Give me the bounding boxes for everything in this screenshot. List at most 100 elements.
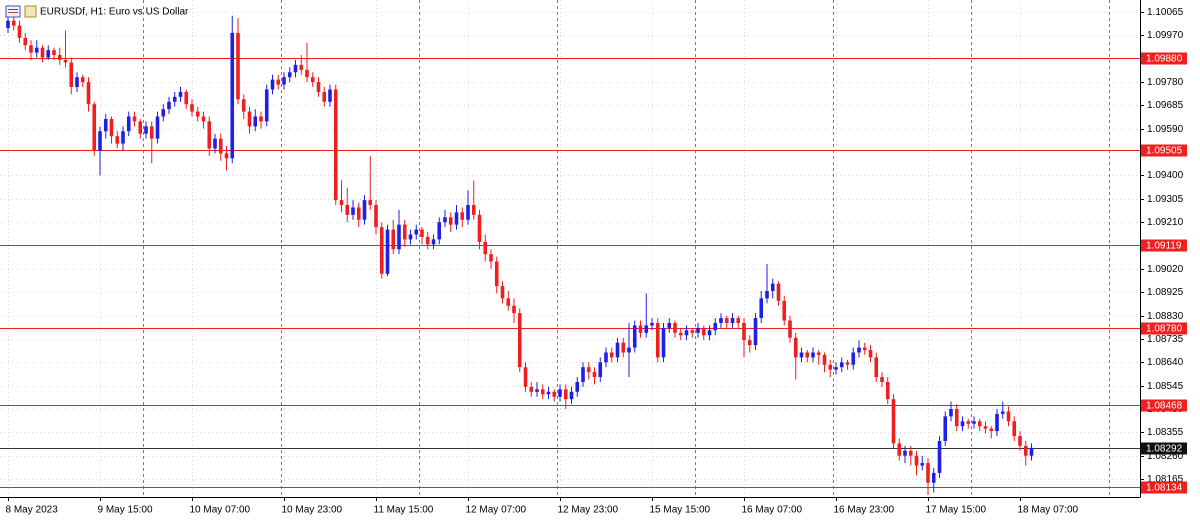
candle-body: [356, 207, 361, 220]
candle-body: [322, 91, 327, 102]
candle-body: [201, 116, 206, 122]
candle-body: [742, 322, 746, 341]
candle-body: [46, 50, 51, 58]
candle-body: [264, 89, 269, 122]
candle-body: [724, 318, 729, 323]
candle-body: [540, 389, 545, 395]
candle-body: [868, 350, 873, 358]
x-tick-label: 10 May 07:00: [190, 505, 251, 516]
candle-body: [931, 472, 936, 483]
candle-body: [34, 47, 39, 53]
y-tick-label: 1.08735: [1147, 334, 1184, 345]
candle-body: [954, 409, 959, 427]
candle-body: [305, 69, 309, 78]
candle-body: [563, 389, 568, 400]
level-label-box: [1141, 399, 1187, 412]
candle-body: [443, 217, 447, 223]
candle-body: [138, 121, 143, 134]
candle-body: [811, 352, 815, 358]
candle-body: [368, 200, 373, 205]
x-tick-label: 8 May 2023: [6, 505, 59, 516]
candle-body: [598, 362, 603, 378]
candle-body: [552, 391, 557, 397]
candle-body: [609, 352, 614, 358]
candle-body: [6, 20, 10, 29]
candle-body: [862, 347, 867, 351]
candle-body: [218, 138, 223, 154]
candle-body: [569, 391, 574, 400]
candle-body: [328, 89, 332, 102]
level-label: 1.09119: [1146, 241, 1182, 252]
candle-body: [575, 381, 580, 392]
candle-body: [834, 367, 838, 370]
candle-body: [80, 77, 85, 83]
candle-body: [920, 463, 925, 466]
candle-body: [661, 327, 666, 358]
y-tick-label: 1.08925: [1147, 287, 1184, 298]
candle-body: [880, 377, 884, 382]
candle-body: [247, 111, 252, 127]
candle-body: [270, 79, 275, 90]
x-tick-label: 10 May 23:00: [282, 505, 343, 516]
current-price-box: [1141, 442, 1187, 455]
candle-body: [621, 342, 626, 353]
candle-body: [190, 104, 194, 112]
candle-body: [546, 391, 551, 395]
x-tick-label: 16 May 07:00: [742, 505, 803, 516]
candle-body: [75, 77, 79, 88]
level-label: 1.09505: [1146, 146, 1183, 157]
candle-body: [494, 261, 499, 287]
candle-body: [1000, 411, 1005, 414]
candle-body: [822, 354, 827, 365]
candle-body: [632, 325, 637, 348]
candle-body: [414, 229, 419, 235]
candle-body: [845, 362, 850, 365]
y-tick-label: 1.09970: [1147, 30, 1184, 41]
candle-body: [1018, 436, 1022, 446]
candle-body: [333, 89, 338, 201]
candle-body: [11, 20, 16, 26]
candle-body: [132, 116, 137, 122]
candle-body: [109, 118, 114, 137]
candle-body: [972, 421, 976, 424]
y-tick-label: 1.08165: [1147, 474, 1184, 485]
symbol-icon[interactable]: [5, 5, 37, 18]
candle-body: [184, 91, 189, 105]
candle-body: [241, 99, 246, 112]
x-tick-label: 11 May 15:00: [374, 505, 434, 516]
candle-body: [207, 121, 212, 149]
candle-body: [121, 131, 125, 144]
candle-body: [144, 126, 148, 134]
candle-body: [23, 37, 28, 46]
candle-body: [477, 214, 482, 242]
candle-body: [719, 318, 723, 323]
x-tick-label: 17 May 15:00: [926, 505, 987, 516]
candle-body: [529, 386, 534, 392]
candle-body: [943, 416, 948, 441]
level-label: 1.08134: [1146, 483, 1183, 494]
candle-body: [782, 300, 787, 321]
candle-body: [431, 239, 436, 245]
candle-body: [236, 32, 240, 100]
candle-body: [828, 364, 833, 370]
level-label-box: [1141, 52, 1187, 65]
candle-body: [287, 72, 292, 78]
candle-body: [770, 283, 775, 292]
y-tick-label: 1.08830: [1147, 311, 1184, 322]
candle-body: [259, 116, 263, 122]
y-tick-label: 1.09020: [1147, 264, 1184, 275]
candle-body: [276, 79, 281, 85]
candle-body: [581, 367, 585, 382]
candle-body: [29, 45, 33, 53]
candle-body: [949, 409, 953, 417]
level-label-box: [1141, 481, 1187, 494]
candle-body: [592, 372, 597, 378]
candle-body: [650, 322, 654, 326]
candle-body: [805, 352, 810, 358]
candle-body: [753, 318, 758, 346]
candle-body: [362, 200, 367, 220]
candle-body: [437, 222, 442, 240]
x-tick-label: 12 May 23:00: [558, 505, 619, 516]
candle-body: [379, 227, 384, 274]
